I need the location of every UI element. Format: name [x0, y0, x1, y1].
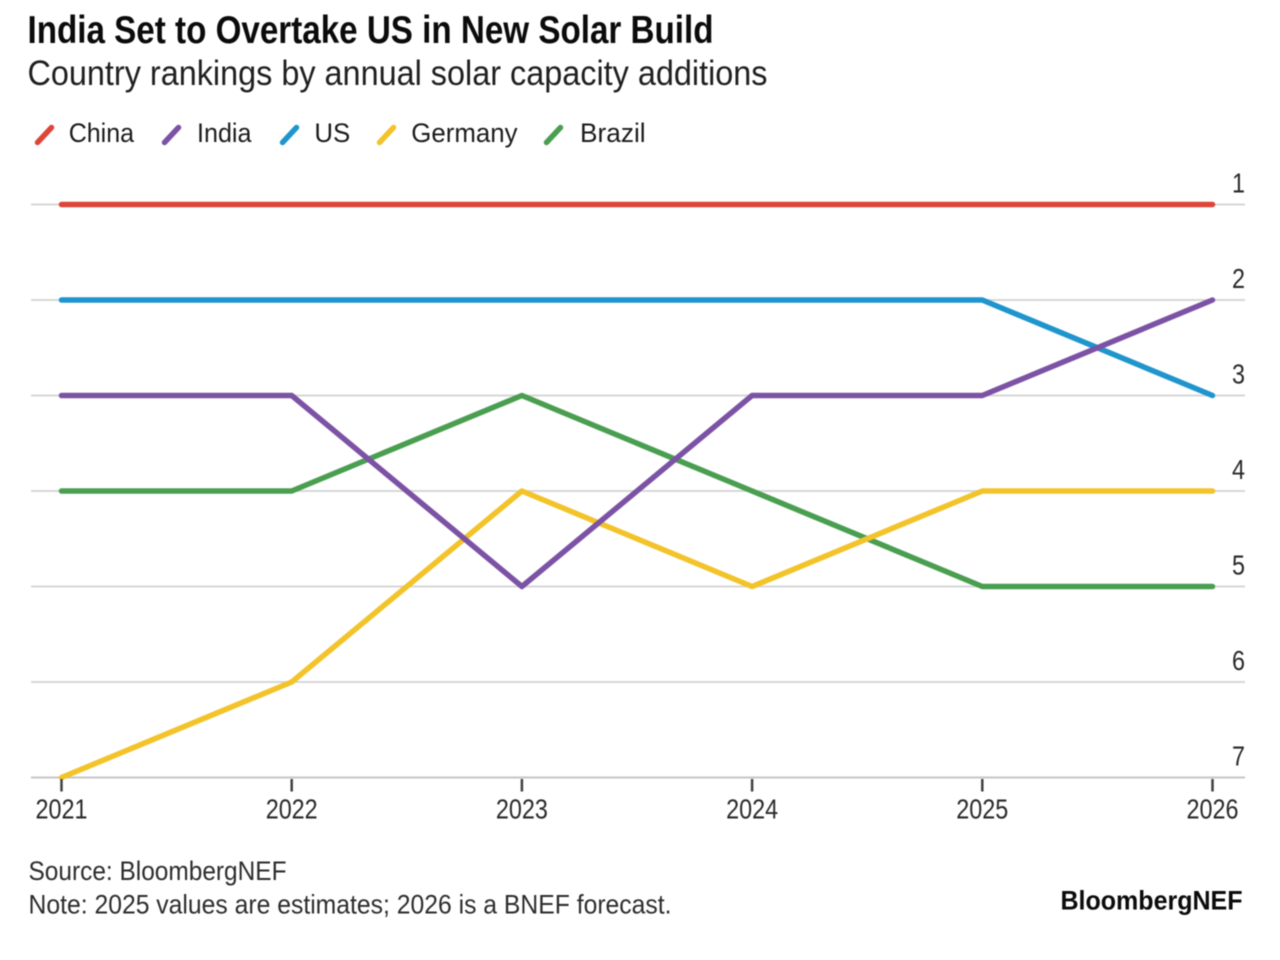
svg-text:2021: 2021 [36, 793, 88, 824]
svg-text:India: India [197, 118, 252, 148]
svg-text:1: 1 [1232, 167, 1245, 198]
svg-text:2026: 2026 [1187, 793, 1239, 824]
svg-text:Brazil: Brazil [580, 118, 646, 148]
svg-text:India Set to Overtake US in Ne: India Set to Overtake US in New Solar Bu… [28, 9, 714, 52]
svg-text:7: 7 [1232, 740, 1245, 771]
svg-text:2: 2 [1232, 263, 1245, 294]
svg-text:Note: 2025 values are estimate: Note: 2025 values are estimates; 2026 is… [29, 890, 672, 920]
svg-text:US: US [314, 118, 350, 148]
svg-text:2024: 2024 [726, 793, 778, 824]
svg-text:4: 4 [1232, 454, 1245, 485]
svg-text:2022: 2022 [266, 793, 318, 824]
svg-text:3: 3 [1232, 358, 1245, 389]
svg-text:6: 6 [1232, 645, 1245, 676]
svg-text:5: 5 [1232, 549, 1245, 580]
svg-text:Country rankings by annual sol: Country rankings by annual solar capacit… [28, 54, 768, 93]
svg-text:BloombergNEF: BloombergNEF [1061, 886, 1243, 916]
svg-text:2023: 2023 [496, 793, 548, 824]
svg-text:Source: BloombergNEF: Source: BloombergNEF [29, 856, 287, 886]
svg-text:China: China [69, 118, 135, 148]
svg-text:2025: 2025 [956, 793, 1008, 824]
svg-text:Germany: Germany [411, 118, 518, 148]
